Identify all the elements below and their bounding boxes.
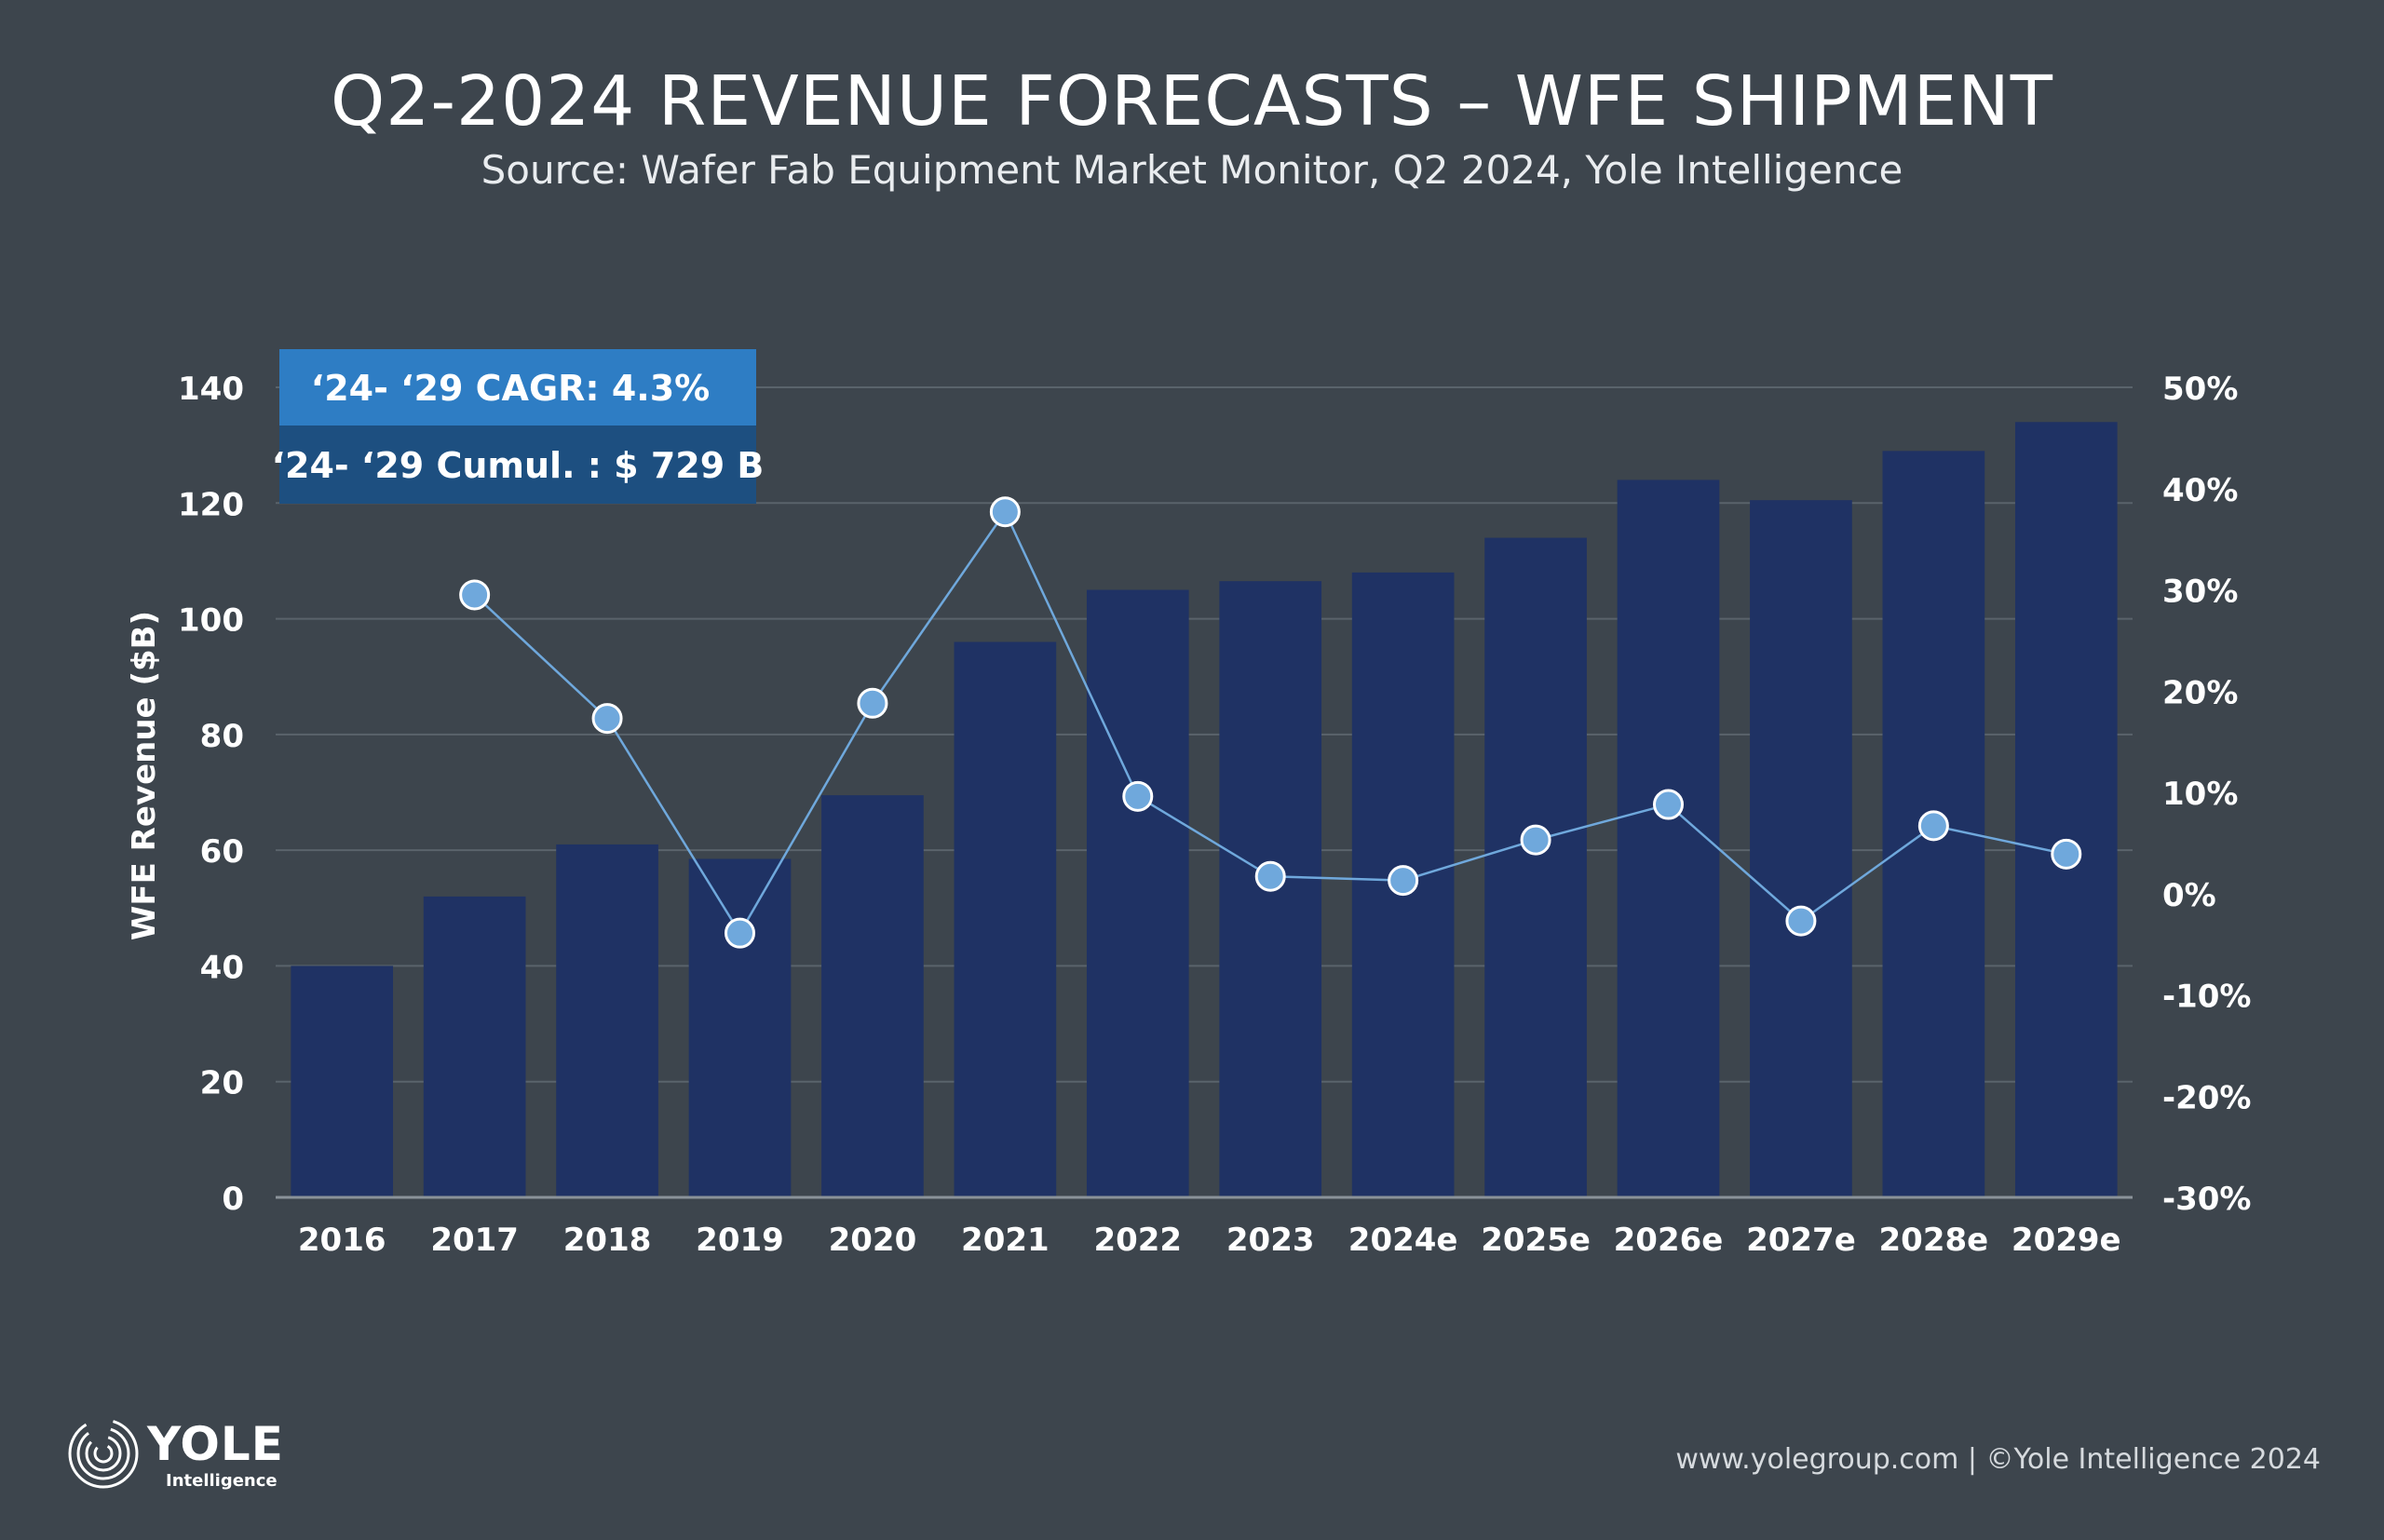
x-tick-label: 2023	[1226, 1222, 1315, 1259]
growth-point	[1254, 860, 1286, 892]
growth-point	[857, 687, 888, 719]
cagr-box	[279, 349, 756, 426]
y2-tick-label: 30%	[2162, 574, 2238, 611]
y2-tick-label: -30%	[2162, 1181, 2252, 1218]
growth-point	[1785, 905, 1817, 937]
y2-tick-label: 50%	[2162, 371, 2238, 408]
logo-rings-icon	[68, 1418, 139, 1489]
bar	[423, 896, 526, 1197]
growth-point	[1520, 824, 1551, 856]
chart-subtitle: Source: Wafer Fab Equipment Market Monit…	[481, 147, 1903, 193]
x-tick-label: 2020	[829, 1222, 917, 1259]
chart-title: Q2-2024 REVENUE FORECASTS – WFE SHIPMENT	[331, 61, 2053, 142]
cumulative-text: ‘24- ‘29 Cumul. : $ 729 B	[272, 445, 765, 486]
y-tick-label: 140	[178, 371, 244, 408]
x-tick-label: 2024e	[1348, 1222, 1458, 1259]
x-tick-label: 2021	[961, 1222, 1050, 1259]
growth-point	[725, 917, 755, 949]
y-tick-label: 80	[200, 718, 244, 755]
y2-tick-label: 40%	[2162, 472, 2238, 509]
growth-point	[591, 703, 623, 735]
axes: 0 20 40 60 80 100 120 140 -30% -20% -10% 0% 10% 20% 30…	[178, 371, 2251, 1259]
y-tick-label: 20	[200, 1065, 244, 1102]
growth-point	[1122, 780, 1154, 812]
growth-point	[459, 579, 491, 611]
x-tick-label: 2028e	[1879, 1222, 1989, 1259]
x-tick-label: 2018	[563, 1222, 652, 1259]
bar	[2014, 422, 2118, 1197]
x-tick-label: 2027e	[1746, 1222, 1856, 1259]
x-tick-label: 2016	[298, 1222, 386, 1259]
x-tick-label: 2017	[430, 1222, 519, 1259]
summary-box: ‘24- ‘29 CAGR: 4.3% ‘24- ‘29 Cumul. : $ …	[272, 349, 765, 504]
growth-point	[2051, 838, 2082, 870]
cagr-text: ‘24- ‘29 CAGR: 4.3%	[311, 368, 710, 409]
x-tick-label: 2022	[1093, 1222, 1182, 1259]
y-axis-label: WFE Revenue ($B)	[126, 611, 163, 940]
growth-line-series	[459, 496, 2082, 949]
y2-tick-label: 10%	[2162, 776, 2238, 813]
bar	[954, 642, 1057, 1197]
footer-credit: www.yolegroup.com | ©Yole Intelligence 2…	[1675, 1443, 2321, 1476]
bar	[556, 844, 658, 1197]
y-tick-label: 120	[178, 486, 244, 523]
growth-point	[1388, 865, 1419, 897]
bar	[1086, 589, 1189, 1197]
bar	[821, 795, 924, 1197]
bar	[688, 858, 792, 1197]
x-tick-label: 2029e	[2012, 1222, 2121, 1259]
bar	[1750, 500, 1852, 1197]
x-tick-label: 2026e	[1614, 1222, 1724, 1259]
bar	[291, 966, 394, 1197]
y-tick-label: 100	[178, 602, 244, 640]
x-tick-label: 2025e	[1481, 1222, 1591, 1259]
growth-point	[1917, 810, 1949, 842]
cumulative-box	[279, 426, 756, 504]
y-tick-label: 60	[200, 833, 244, 871]
logo-subtitle: Intelligence	[166, 1471, 278, 1491]
y2-tick-label: -20%	[2162, 1079, 2252, 1116]
logo-wordmark: YOLE	[147, 1417, 284, 1471]
growth-point	[1653, 789, 1684, 820]
yole-logo: YOLE Intelligence	[65, 1415, 307, 1491]
bar	[1617, 480, 1720, 1197]
y2-tick-label: -10%	[2162, 979, 2252, 1016]
y2-tick-label: 0%	[2162, 877, 2216, 914]
growth-point	[989, 496, 1021, 528]
x-tick-label: 2019	[696, 1222, 784, 1259]
y-tick-label: 40	[200, 949, 244, 986]
y-tick-label: 0	[222, 1181, 244, 1218]
bar	[1484, 537, 1587, 1197]
y2-tick-label: 20%	[2162, 674, 2238, 711]
